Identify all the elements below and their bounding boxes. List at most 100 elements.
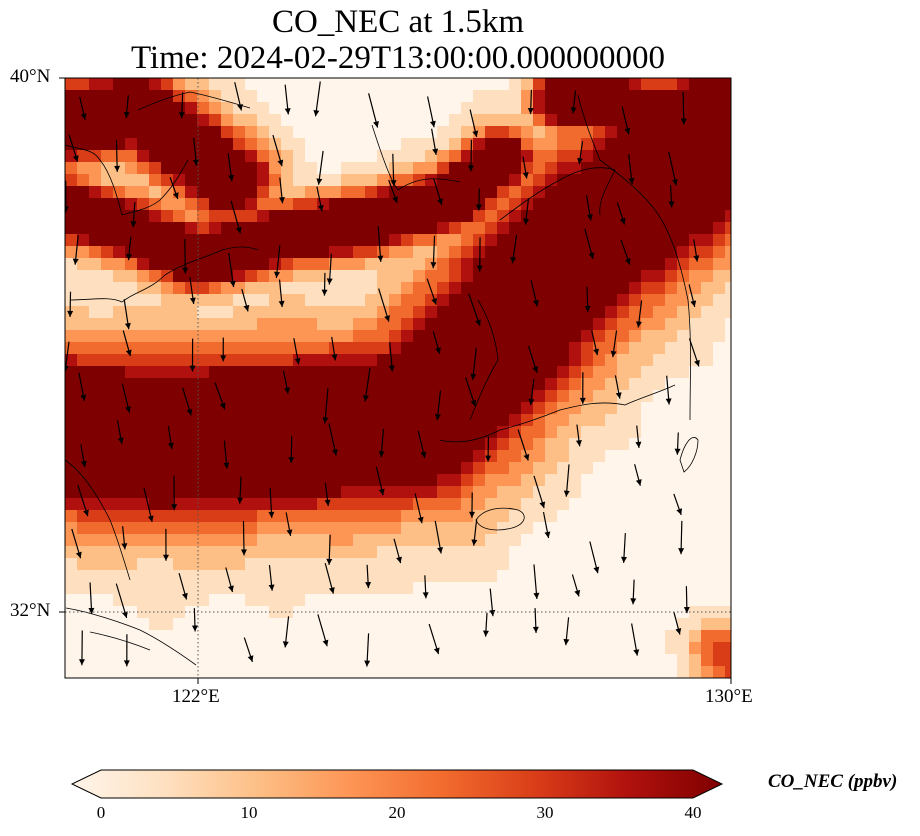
- field-cell: [185, 198, 198, 211]
- field-cell: [77, 522, 90, 535]
- field-cell: [77, 306, 90, 319]
- field-cell: [401, 558, 414, 571]
- field-cell: [113, 450, 126, 463]
- field-cell: [137, 186, 150, 199]
- field-cell: [305, 378, 318, 391]
- field-cell: [401, 642, 414, 655]
- field-cell: [245, 606, 258, 619]
- field-cell: [461, 354, 474, 367]
- field-cell: [257, 558, 270, 571]
- field-cell: [725, 666, 731, 678]
- field-cell: [521, 258, 534, 271]
- field-cell: [401, 462, 414, 475]
- wind-arrow: [668, 151, 678, 186]
- field-cell: [521, 126, 534, 139]
- field-cell: [389, 522, 402, 535]
- field-cell: [593, 234, 606, 247]
- field-cell: [257, 378, 270, 391]
- field-cell: [149, 354, 162, 367]
- field-cell: [437, 582, 450, 595]
- wind-arrow: [169, 176, 179, 200]
- field-cell: [245, 174, 258, 187]
- field-cell: [185, 438, 198, 451]
- field-cell: [101, 462, 114, 475]
- field-cell: [257, 582, 270, 595]
- field-cell: [677, 258, 690, 271]
- field-cell: [317, 306, 330, 319]
- field-cell: [605, 438, 618, 451]
- field-cell: [629, 486, 642, 499]
- field-cell: [413, 138, 426, 151]
- field-cell: [293, 198, 306, 211]
- wind-arrow: [71, 528, 82, 559]
- field-cell: [641, 342, 654, 355]
- field-cell: [545, 270, 558, 283]
- field-cell: [329, 378, 342, 391]
- field-cell: [689, 414, 702, 427]
- field-cell: [77, 426, 90, 439]
- field-cell: [233, 138, 246, 151]
- wind-arrow: [431, 128, 439, 155]
- field-cell: [125, 198, 138, 211]
- field-cell: [329, 438, 342, 451]
- field-cell: [569, 366, 582, 379]
- field-cell: [401, 294, 414, 307]
- field-cell: [221, 138, 234, 151]
- field-cell: [425, 234, 438, 247]
- field-cell: [293, 462, 306, 475]
- field-cell: [725, 198, 731, 211]
- field-cell: [197, 270, 210, 283]
- field-cell: [449, 606, 462, 619]
- field-cell: [641, 150, 654, 163]
- field-cell: [161, 606, 174, 619]
- wind-arrow: [178, 92, 185, 119]
- field-cell: [353, 522, 366, 535]
- field-cell: [281, 318, 294, 331]
- field-cell: [65, 630, 78, 643]
- field-cell: [353, 594, 366, 607]
- field-cell: [401, 270, 414, 283]
- field-cell: [317, 402, 330, 415]
- field-cell: [125, 366, 138, 379]
- field-cell: [473, 390, 486, 403]
- field-cell: [269, 438, 282, 451]
- field-cell: [413, 402, 426, 415]
- field-cell: [365, 222, 378, 235]
- field-cell: [209, 522, 222, 535]
- field-cell: [197, 426, 210, 439]
- field-cell: [257, 462, 270, 475]
- field-cell: [113, 486, 126, 499]
- field-cell: [593, 126, 606, 139]
- field-cell: [689, 258, 702, 271]
- field-cell: [209, 222, 222, 235]
- concentration-field: [65, 78, 731, 678]
- field-cell: [641, 258, 654, 271]
- field-cell: [101, 546, 114, 559]
- field-cell: [161, 270, 174, 283]
- field-cell: [509, 546, 522, 559]
- field-cell: [617, 138, 630, 151]
- field-cell: [497, 186, 510, 199]
- field-cell: [329, 150, 342, 163]
- field-cell: [509, 450, 522, 463]
- field-cell: [641, 222, 654, 235]
- field-cell: [389, 642, 402, 655]
- field-cell: [533, 522, 546, 535]
- field-cell: [293, 390, 306, 403]
- field-cell: [305, 186, 318, 199]
- wind-arrow: [123, 95, 130, 119]
- field-cell: [437, 534, 450, 547]
- field-cell: [377, 510, 390, 523]
- field-cell: [257, 138, 270, 151]
- field-cell: [629, 426, 642, 439]
- field-cell: [437, 126, 450, 139]
- field-cell: [341, 306, 354, 319]
- field-cell: [341, 354, 354, 367]
- field-cell: [197, 246, 210, 259]
- field-cell: [113, 414, 126, 427]
- field-cell: [713, 222, 726, 235]
- field-cell: [281, 162, 294, 175]
- field-cell: [605, 150, 618, 163]
- field-cell: [221, 78, 234, 91]
- field-cell: [125, 390, 138, 403]
